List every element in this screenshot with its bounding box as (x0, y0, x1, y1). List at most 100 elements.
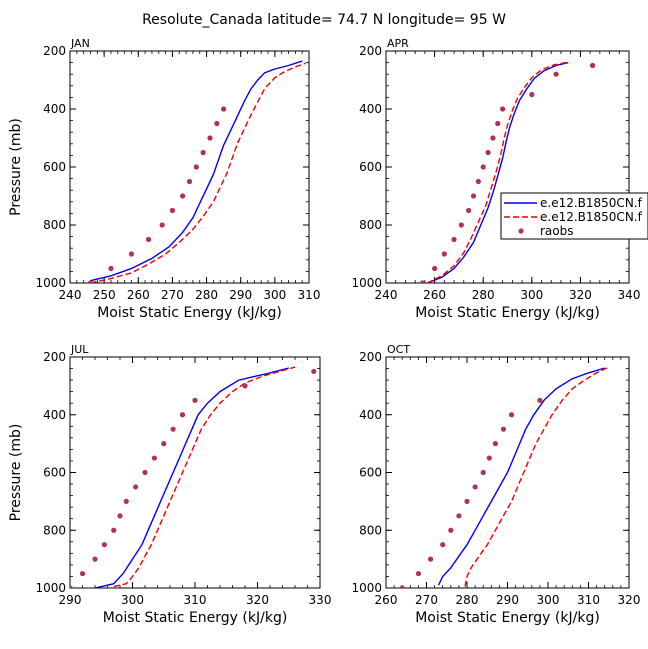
obs-point (495, 120, 501, 127)
obs-point (133, 484, 139, 490)
y-tick-label: 400 (359, 408, 382, 422)
obs-point (161, 441, 167, 447)
obs-point (101, 542, 107, 548)
y-tick-label: 600 (43, 160, 66, 174)
obs-point (458, 222, 464, 228)
obs-point (451, 236, 457, 243)
obs-point (117, 513, 123, 519)
x-axis-label: Moist Static Energy (kJ/kg) (415, 305, 600, 321)
x-tick-label: 340 (618, 288, 641, 302)
obs-point (151, 455, 157, 461)
chart-panel-apr: 240 260 280 300 320 340 200 400 600 800 1000 APR Moi… (351, 37, 640, 321)
y-tick-label: 1000 (351, 581, 382, 595)
y-tick-label: 600 (43, 466, 66, 480)
x-tick-label: 280 (456, 593, 479, 607)
x-tick-label: 310 (577, 593, 600, 607)
x-tick-label: 250 (93, 288, 116, 302)
chart-panel-jul: 290 300 310 320 330 200 400 600 800 1000 JUL Moist … (8, 343, 331, 626)
panel-label: APR (387, 37, 409, 50)
model-line-solid (427, 61, 569, 283)
x-axis-label: Moist Static Energy (kJ/kg) (97, 305, 282, 321)
x-tick-label: 300 (121, 593, 144, 607)
y-tick-label: 800 (43, 523, 66, 537)
legend-marker (518, 228, 524, 234)
y-tick-label: 200 (359, 350, 382, 364)
obs-point (441, 251, 447, 257)
x-tick-label: 290 (229, 288, 252, 302)
obs-point (589, 62, 596, 69)
x-tick-label: 270 (415, 593, 438, 607)
obs-point (145, 236, 152, 243)
panel-label: JAN (70, 37, 90, 50)
obs-point (111, 527, 117, 533)
obs-point (70, 585, 73, 588)
obs-point (207, 135, 213, 141)
obs-point (537, 397, 543, 403)
legend-label: e.e12.B1850CN.f (540, 210, 643, 224)
obs-point (214, 120, 220, 127)
legend-label: e.e12.B1850CN.f (540, 196, 643, 210)
obs-point (432, 265, 438, 272)
obs-point (193, 164, 199, 170)
model-line-dashed (90, 62, 306, 283)
obs-point (508, 412, 515, 418)
obs-point (311, 368, 317, 375)
obs-point (108, 265, 114, 272)
obs-point (200, 149, 206, 156)
x-tick-label: 260 (423, 288, 446, 302)
x-tick-label: 270 (161, 288, 184, 302)
obs-point (464, 498, 470, 504)
obs-point (553, 71, 559, 77)
obs-point (186, 178, 193, 185)
x-axis-label: Moist Static Energy (kJ/kg) (103, 610, 288, 626)
x-tick-label: 240 (59, 288, 82, 302)
obs-point (419, 280, 426, 283)
model-line-solid (94, 367, 289, 588)
obs-point (475, 178, 481, 185)
obs-point (500, 106, 506, 112)
obs-point (179, 412, 186, 418)
x-tick-label: 320 (569, 288, 592, 302)
y-tick-label: 1000 (35, 276, 66, 290)
x-tick-label: 320 (246, 593, 269, 607)
obs-point (92, 556, 98, 562)
x-tick-label: 300 (263, 288, 286, 302)
panel-label: JUL (70, 343, 89, 356)
obs-point (529, 91, 535, 98)
x-tick-label: 310 (298, 288, 321, 302)
y-tick-label: 200 (359, 44, 382, 58)
model-line-solid (90, 60, 303, 282)
y-tick-label: 400 (43, 408, 66, 422)
obs-point (456, 513, 462, 519)
obs-point (79, 570, 86, 577)
obs-point (221, 106, 227, 112)
obs-point (159, 222, 165, 228)
plot-frame (69, 50, 310, 284)
obs-point (466, 207, 472, 214)
model-line-dashed (464, 366, 610, 587)
obs-point (500, 426, 507, 432)
y-axis-label: Pressure (mb) (8, 118, 24, 216)
obs-point (486, 455, 492, 461)
obs-point (399, 585, 405, 588)
obs-point (480, 164, 486, 170)
obs-point (480, 469, 486, 476)
y-tick-label: 600 (359, 466, 382, 480)
y-tick-label: 800 (359, 523, 382, 537)
x-tick-label: 290 (496, 593, 519, 607)
plot-frame (385, 50, 630, 284)
obs-point (142, 469, 148, 476)
y-tick-label: 600 (359, 160, 382, 174)
obs-point (128, 251, 135, 257)
obs-point (123, 498, 129, 504)
obs-point (492, 441, 498, 447)
obs-point (87, 280, 94, 283)
obs-point (170, 426, 176, 432)
x-tick-label: 300 (537, 593, 560, 607)
x-tick-label: 310 (184, 593, 207, 607)
obs-point (180, 193, 186, 199)
plot-frame (69, 356, 321, 589)
obs-point (485, 149, 491, 156)
